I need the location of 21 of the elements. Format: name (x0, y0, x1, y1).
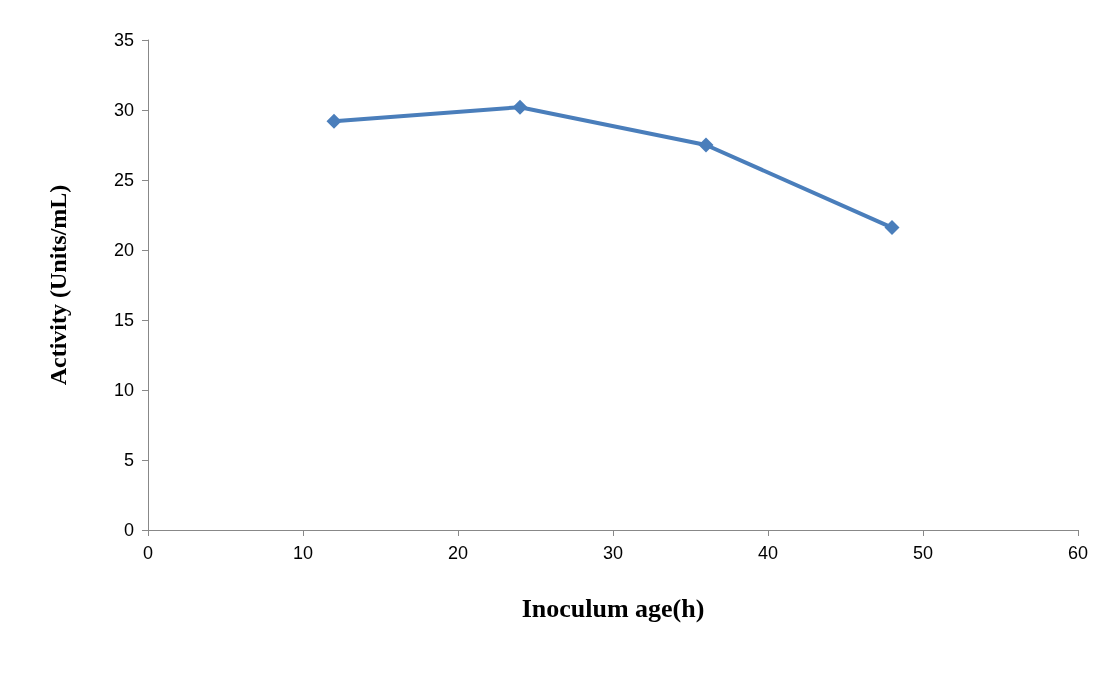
y-tick-label: 25 (113, 170, 134, 190)
y-tick-label: 20 (113, 240, 134, 260)
x-axis-title: Inoculum age(h) (521, 593, 705, 623)
point (512, 99, 528, 115)
point (698, 137, 714, 153)
x-tick-label: 50 (912, 543, 934, 563)
y-tick-label: 15 (113, 310, 134, 330)
y-tick-label: 5 (123, 450, 134, 470)
point (884, 220, 900, 236)
x-tick-label: 30 (602, 543, 624, 563)
y-axis-title: Activity (Units/mL) (45, 184, 71, 386)
y-tick-label: 30 (113, 100, 134, 120)
x-tick-label: 0 (142, 543, 154, 563)
y-tick-label: 0 (123, 520, 134, 540)
x-tick-label: 20 (447, 543, 469, 563)
point (326, 113, 342, 129)
x-tick-label: 10 (292, 543, 314, 563)
x-tick-label: 40 (757, 543, 779, 563)
y-tick-label: 10 (113, 380, 134, 400)
y-tick-label: 35 (113, 30, 134, 50)
x-tick-label: 60 (1067, 543, 1089, 563)
